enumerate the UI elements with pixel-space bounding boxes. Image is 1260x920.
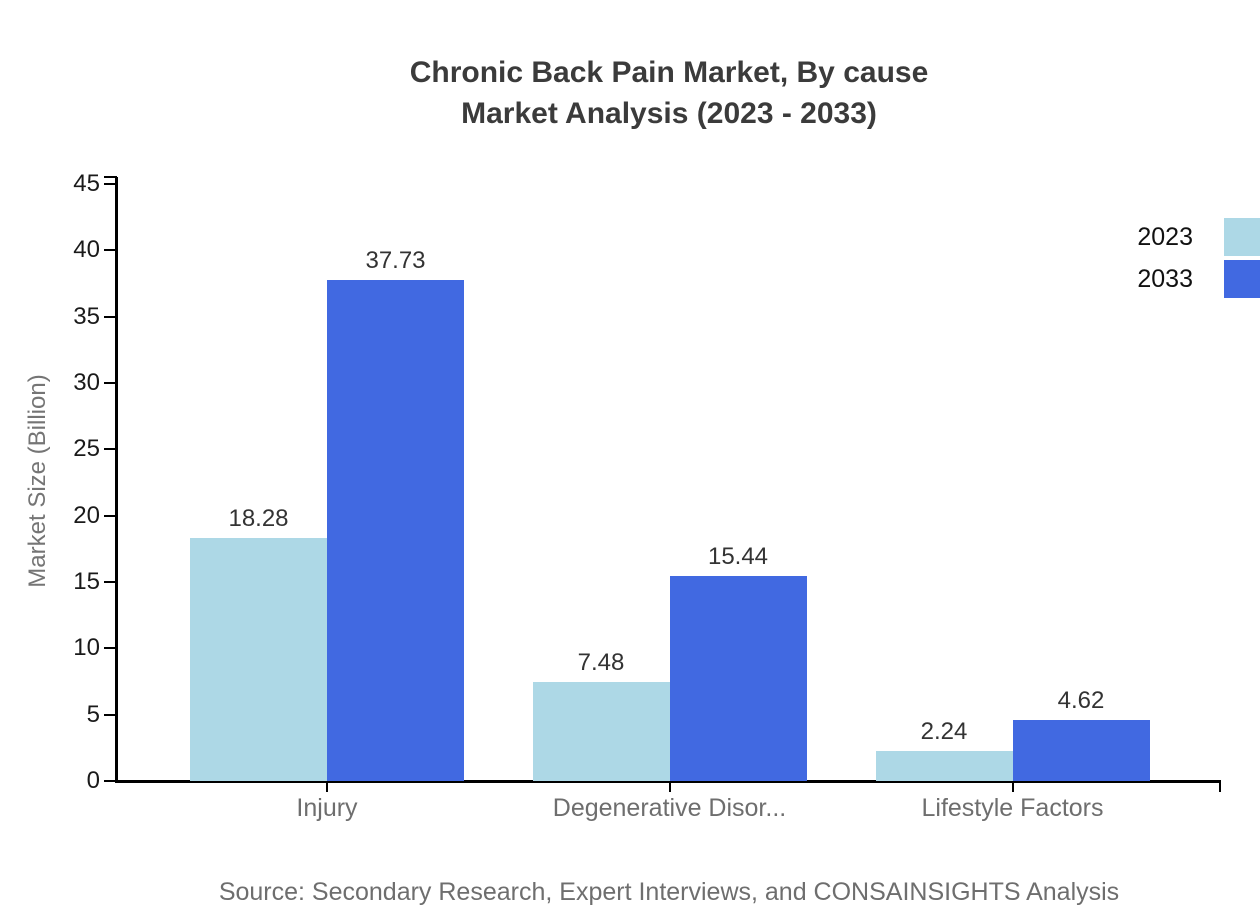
chart-title-line2: Market Analysis (2023 - 2033) [461,97,877,130]
y-tick-35 [104,315,117,318]
legend-swatch-2023 [1224,218,1260,256]
y-axis-end-tick [104,176,117,178]
value-label-2033-degenerative-disor: 15.44 [707,543,769,571]
y-axis-title: Market Size (Billion) [24,374,51,588]
legend-label-2023: 2023 [1137,222,1193,251]
y-tick-label-25: 25 [73,435,100,463]
x-tick-cat-degenerative-disor [668,783,671,792]
value-label-2033-injury: 37.73 [365,247,426,275]
legend-swatch-2033 [1224,260,1260,298]
legend-label-2033: 2033 [1137,264,1193,293]
legend-item-2023: 2023 [1137,218,1260,256]
x-category-label-cat-lifestyle-factors: Lifestyle Factors [921,794,1104,822]
y-tick-5 [104,713,117,716]
x-tick-cat-lifestyle-factors [1011,783,1014,792]
y-tick-label-30: 30 [73,369,100,396]
bar-2033-lifestyle-factors [1012,719,1150,781]
bar-2033-degenerative-disor [669,576,807,781]
y-tick-45 [104,183,117,185]
x-category-label-cat-degenerative-disor: Degenerative Disor... [552,794,787,822]
x-category-label-cat-injury: Injury [296,794,358,822]
y-tick-label-15: 15 [73,568,100,595]
chart-title-line1: Chronic Back Pain Market, By cause [409,56,929,89]
y-tick-25 [104,448,117,451]
y-tick-30 [104,382,117,384]
value-label-2033-lifestyle-factors: 4.62 [1057,686,1105,714]
bar-2023-lifestyle-factors [875,751,1013,781]
x-tick-cat-injury [326,783,328,792]
y-tick-label-40: 40 [73,236,100,264]
value-label-2023-degenerative-disor: 7.48 [577,648,625,676]
y-tick-0 [104,780,117,782]
y-axis-line [115,177,118,782]
y-tick-10 [104,647,117,650]
y-tick-15 [104,581,117,583]
y-tick-label-45: 45 [73,170,100,197]
legend: 2023 2033 [1137,218,1260,302]
legend-item-2033: 2033 [1137,260,1260,298]
y-tick-40 [104,249,117,252]
value-label-2023-lifestyle-factors: 2.24 [920,718,968,746]
source-note: Source: Secondary Research, Expert Inter… [218,878,1120,906]
y-tick-label-35: 35 [73,302,100,330]
x-axis-line [115,780,1221,783]
value-label-2023-injury: 18.28 [228,505,289,533]
chart-title: Chronic Back Pain Market, By cause Marke… [118,52,1220,134]
y-tick-20 [104,514,117,517]
bar-2023-injury [190,538,327,781]
y-tick-label-20: 20 [73,501,100,529]
y-tick-label-10: 10 [73,634,100,662]
y-tick-label-0: 0 [86,767,100,794]
x-axis-end-tick [1219,783,1221,792]
bar-2023-degenerative-disor [532,681,670,781]
bar-2033-injury [327,280,464,781]
y-tick-label-5: 5 [86,700,100,728]
